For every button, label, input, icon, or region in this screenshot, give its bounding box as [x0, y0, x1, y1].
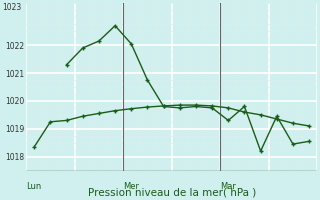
X-axis label: Pression niveau de la mer( hPa ): Pression niveau de la mer( hPa ) — [88, 187, 256, 197]
Text: Mer: Mer — [123, 182, 139, 191]
Text: Mar: Mar — [220, 182, 236, 191]
Text: Lun: Lun — [26, 182, 41, 191]
Text: 1023: 1023 — [2, 3, 21, 12]
